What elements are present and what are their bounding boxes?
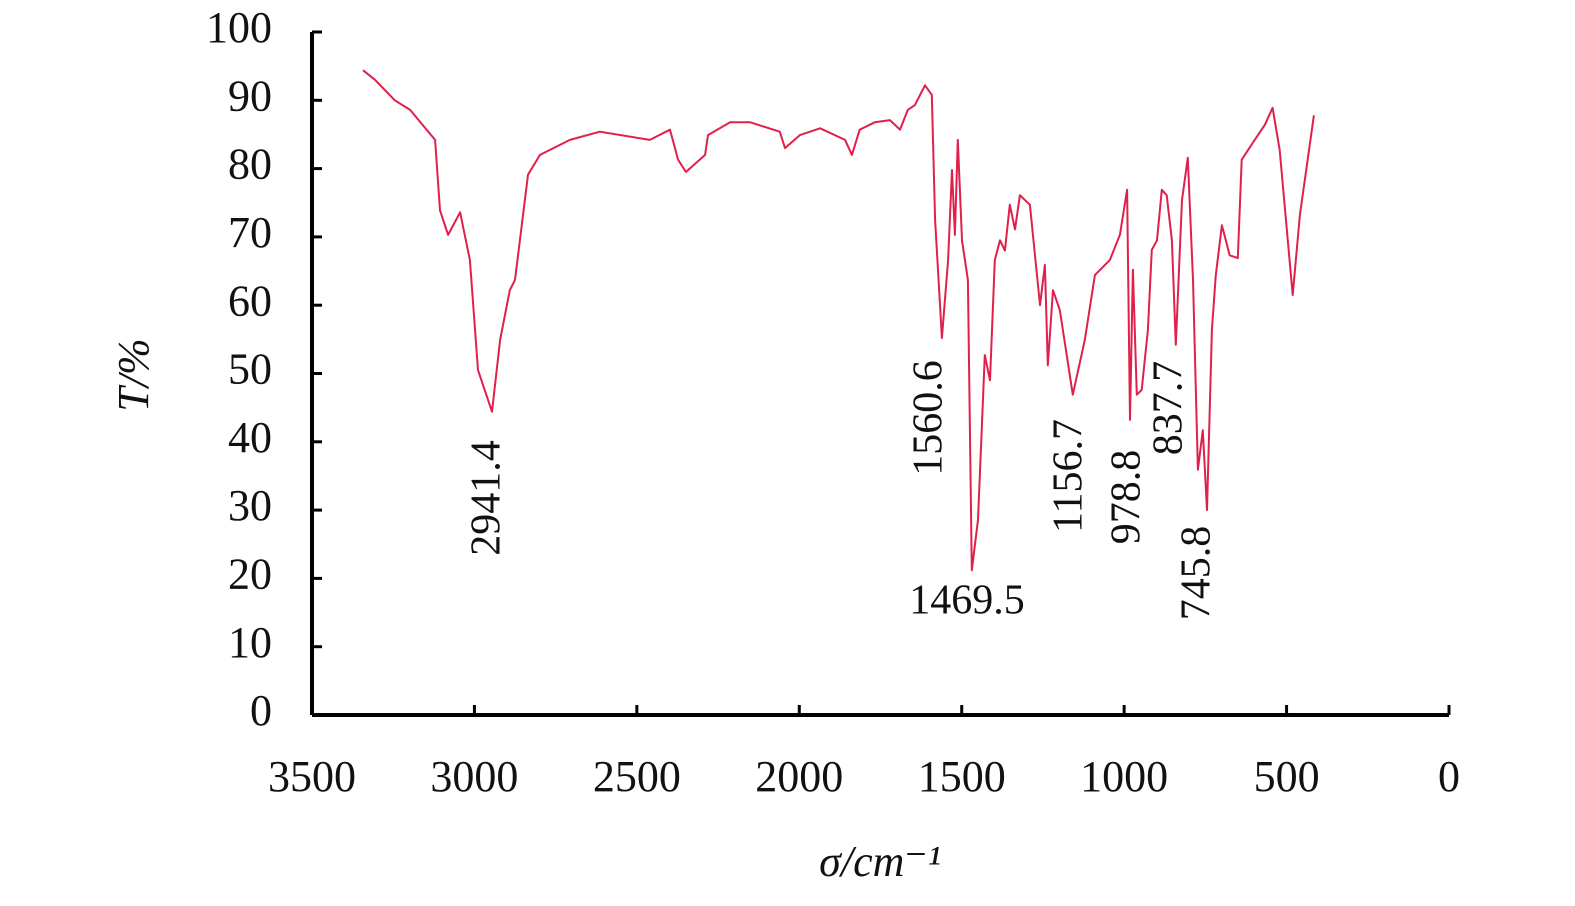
peak-label: 745.8 bbox=[1174, 526, 1220, 621]
x-tick-label: 500 bbox=[1254, 752, 1320, 801]
y-tick-label: 40 bbox=[228, 413, 272, 462]
peak-label: 1560.6 bbox=[906, 360, 952, 476]
y-axis-label: T/% bbox=[109, 338, 158, 411]
peak-label: 837.7 bbox=[1146, 361, 1192, 456]
x-tick-label: 0 bbox=[1438, 752, 1460, 801]
y-tick-label: 0 bbox=[250, 686, 272, 735]
x-tick-label: 2000 bbox=[755, 752, 843, 801]
spectrum-line bbox=[362, 69, 1315, 572]
y-tick-label: 30 bbox=[228, 481, 272, 530]
y-tick-label: 70 bbox=[228, 208, 272, 257]
x-tick-label: 3500 bbox=[268, 752, 356, 801]
peak-label: 978.8 bbox=[1104, 450, 1150, 545]
x-tick-label: 2500 bbox=[593, 752, 681, 801]
x-tick-label: 3000 bbox=[430, 752, 518, 801]
x-axis-label: σ/cm⁻¹ bbox=[819, 837, 941, 886]
y-tick-label: 100 bbox=[206, 3, 272, 52]
peak-label: 2941.4 bbox=[464, 440, 510, 556]
x-tick-label: 1500 bbox=[918, 752, 1006, 801]
peak-label: 1469.5 bbox=[909, 578, 1025, 624]
y-tick-label: 10 bbox=[228, 618, 272, 667]
peak-label: 1156.7 bbox=[1046, 419, 1092, 533]
y-tick-label: 60 bbox=[228, 276, 272, 325]
y-tick-label: 20 bbox=[228, 549, 272, 598]
y-tick-label: 80 bbox=[228, 140, 272, 189]
x-tick-label: 1000 bbox=[1080, 752, 1168, 801]
y-tick-label: 50 bbox=[228, 345, 272, 394]
y-tick-label: 90 bbox=[228, 71, 272, 120]
